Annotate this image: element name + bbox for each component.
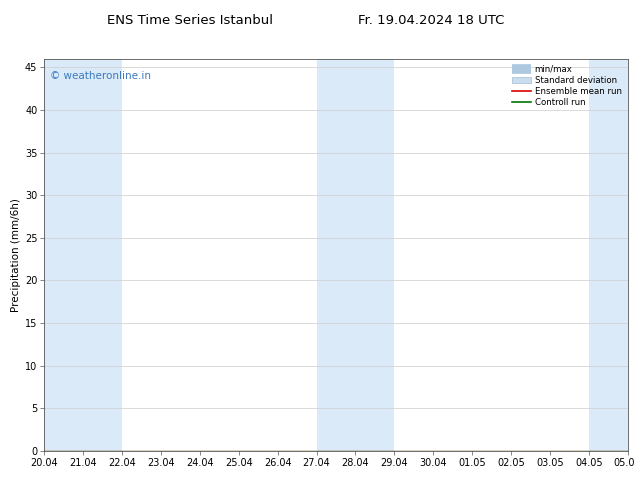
Text: © weatheronline.in: © weatheronline.in	[50, 71, 152, 80]
Bar	[316, 59, 394, 451]
Bar	[44, 59, 122, 451]
Y-axis label: Precipitation (mm/6h): Precipitation (mm/6h)	[11, 198, 21, 312]
Bar	[589, 59, 628, 451]
Legend: min/max, Standard deviation, Ensemble mean run, Controll run: min/max, Standard deviation, Ensemble me…	[510, 63, 623, 109]
Text: ENS Time Series Istanbul: ENS Time Series Istanbul	[107, 14, 273, 27]
Text: Fr. 19.04.2024 18 UTC: Fr. 19.04.2024 18 UTC	[358, 14, 504, 27]
